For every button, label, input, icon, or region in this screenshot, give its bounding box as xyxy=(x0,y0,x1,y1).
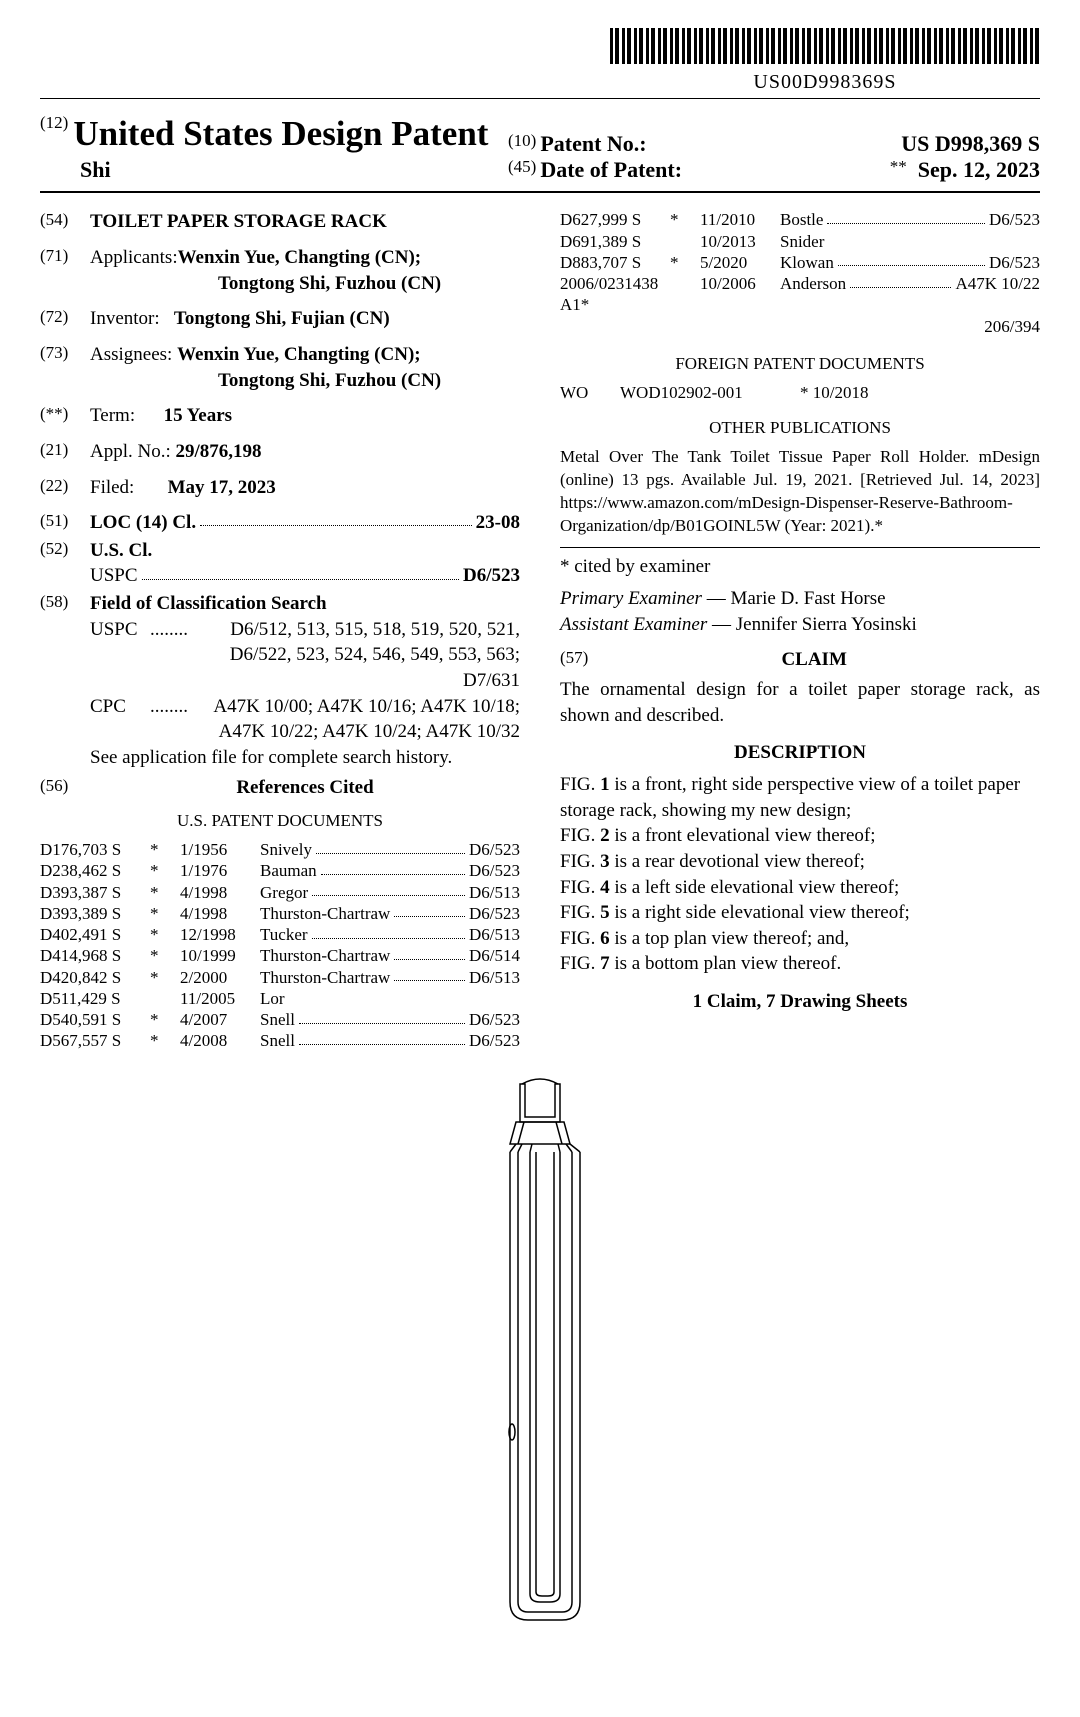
reference-row: D393,387 S*4/1998GregorD6/513 xyxy=(40,882,520,903)
author: Shi xyxy=(40,157,500,183)
reference-row: D238,462 S*1/1976BaumanD6/523 xyxy=(40,860,520,881)
claims-sheets: 1 Claim, 7 Drawing Sheets xyxy=(560,989,1040,1015)
other-pubs-body: Metal Over The Tank Toilet Tissue Paper … xyxy=(560,446,1040,538)
patent-no: US D998,369 S xyxy=(901,131,1040,157)
patent-drawing xyxy=(40,1072,1040,1638)
code-10: (10) xyxy=(508,131,536,157)
figures-description: FIG. 1 is a front, right side perspectiv… xyxy=(560,772,1040,977)
body-columns: (54) TOILET PAPER STORAGE RACK (71) Appl… xyxy=(40,209,1040,1051)
reference-row: D176,703 S*1/1956SnivelyD6/523 xyxy=(40,839,520,860)
reference-row: D540,591 S*4/2007SnellD6/523 xyxy=(40,1009,520,1030)
continued-docs-list: D627,999 S*11/2010BostleD6/523D691,389 S… xyxy=(560,209,1040,315)
figure-description-line: FIG. 2 is a front elevational view there… xyxy=(560,823,1040,849)
reference-row: D393,389 S*4/1998Thurston-ChartrawD6/523 xyxy=(40,903,520,924)
figure-description-line: FIG. 1 is a front, right side perspectiv… xyxy=(560,772,1040,823)
patent-date: Sep. 12, 2023 xyxy=(918,157,1040,182)
figure-description-line: FIG. 5 is a right side elevational view … xyxy=(560,900,1040,926)
foreign-docs-title: FOREIGN PATENT DOCUMENTS xyxy=(560,353,1040,376)
claim-body: The ornamental design for a toilet paper… xyxy=(560,677,1040,728)
figure-description-line: FIG. 4 is a left side elevational view t… xyxy=(560,875,1040,901)
reference-row: D691,389 S10/2013Snider xyxy=(560,231,1040,252)
reference-row: D414,968 S*10/1999Thurston-ChartrawD6/51… xyxy=(40,945,520,966)
other-pubs-title: OTHER PUBLICATIONS xyxy=(560,417,1040,440)
reference-row: D402,491 S*12/1998TuckerD6/513 xyxy=(40,924,520,945)
reference-row: D567,557 S*4/2008SnellD6/523 xyxy=(40,1030,520,1051)
main-title: United States Design Patent xyxy=(73,114,488,153)
reference-row: D883,707 S*5/2020KlowanD6/523 xyxy=(560,252,1040,273)
code-12: (12) xyxy=(40,113,68,132)
figure-description-line: FIG. 3 is a rear devotional view thereof… xyxy=(560,849,1040,875)
us-patent-docs-title: U.S. PATENT DOCUMENTS xyxy=(40,810,520,833)
assistant-examiner: — Jennifer Sierra Yosinski xyxy=(712,614,917,635)
title-row: (12) United States Design Patent Shi (10… xyxy=(40,103,1040,193)
left-column: (54) TOILET PAPER STORAGE RACK (71) Appl… xyxy=(40,209,540,1051)
claim-title: CLAIM xyxy=(588,647,1040,673)
right-column: D627,999 S*11/2010BostleD6/523D691,389 S… xyxy=(540,209,1040,1051)
reference-row: 2006/0231438 A1*10/2006AndersonA47K 10/2… xyxy=(560,273,1040,316)
patent-no-label: Patent No.: xyxy=(540,131,646,157)
reference-row: D420,842 S*2/2000Thurston-ChartrawD6/513 xyxy=(40,967,520,988)
us-patent-docs-list: D176,703 S*1/1956SnivelyD6/523D238,462 S… xyxy=(40,839,520,1052)
barcode-area: US00D998369S xyxy=(40,28,1040,94)
primary-examiner: — Marie D. Fast Horse xyxy=(707,588,886,609)
figure-description-line: FIG. 7 is a bottom plan view thereof. xyxy=(560,951,1040,977)
description-title: DESCRIPTION xyxy=(560,740,1040,766)
patent-page: US00D998369S (12) United States Design P… xyxy=(0,0,1080,1717)
cited-by-examiner: * cited by examiner xyxy=(560,554,1040,580)
barcode-graphic xyxy=(610,28,1040,64)
code-45: (45) xyxy=(508,157,536,183)
date-label: Date of Patent: xyxy=(540,157,682,183)
figure-description-line: FIG. 6 is a top plan view thereof; and, xyxy=(560,926,1040,952)
invention-title: TOILET PAPER STORAGE RACK xyxy=(90,209,520,235)
reference-row: D511,429 S11/2005Lor xyxy=(40,988,520,1009)
reference-row: D627,999 S*11/2010BostleD6/523 xyxy=(560,209,1040,230)
barcode-text: US00D998369S xyxy=(610,70,1040,94)
